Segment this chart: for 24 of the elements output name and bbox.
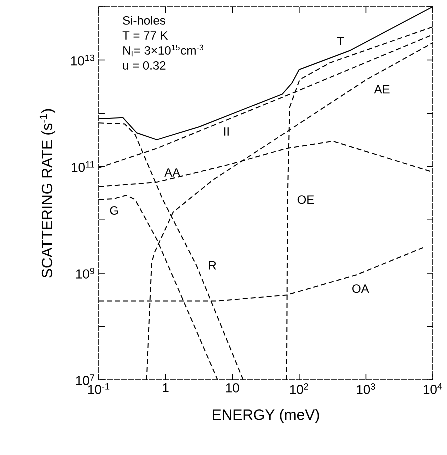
y-axis-title: SCATTERING RATE (s$^{-1}$) [40,109,56,278]
series-label: AA [164,168,181,177]
annotation: Si-holes [123,16,166,25]
x-tick-label: 10$^{3}$ [357,384,376,394]
annotation: u = 0.32 [123,61,166,70]
series-label: T [337,37,344,46]
annotation: T = 77 K [122,32,168,40]
series-label: G [110,206,118,215]
y-tick-label: 10$^{9}$ [76,268,95,279]
y-tick-label: 10$^{7}$ [76,374,94,386]
x-tick-label: 10$^{2}$ [290,384,308,394]
series-label: R [209,262,216,270]
series-label: AE [374,85,390,94]
x-tick-label: 10 [226,384,240,393]
y-tick-label: 10$^{11}$ [72,161,95,172]
series-label: OE [298,196,314,204]
x-axis-title: ENERGY (meV) [213,409,320,424]
x-tick-label: 1 [163,384,169,392]
x-tick-label: 10$^{4}$ [424,384,442,394]
y-tick-label: 10$^{13}$ [71,54,95,66]
x-tick-label: 10$^{-1}$ [88,384,110,394]
annotation: N$_{I}$= 3×10$^{15}$cm$^{-3}$ [124,44,204,57]
series-label: II [224,128,229,136]
series-label: OA [352,284,370,294]
